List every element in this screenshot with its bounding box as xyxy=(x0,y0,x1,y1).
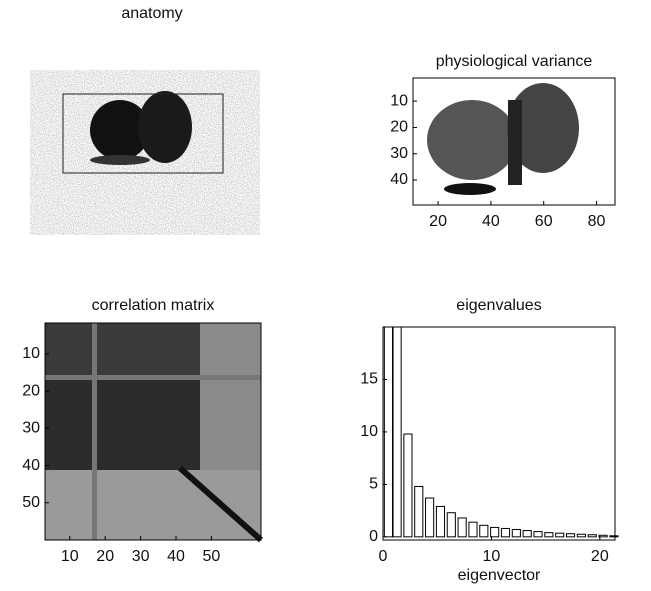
chart-title: anatomy xyxy=(121,5,182,22)
axes-box xyxy=(44,322,262,541)
bar xyxy=(522,530,532,538)
x-tick-label: 20 xyxy=(591,548,609,565)
bar xyxy=(479,524,489,538)
axes-box xyxy=(412,77,616,206)
bar xyxy=(446,512,456,538)
bar xyxy=(403,433,413,538)
y-tick-label: 0 xyxy=(369,528,378,545)
bar xyxy=(392,326,402,538)
x-tick-label: 40 xyxy=(482,213,500,230)
y-tick-label: 10 xyxy=(390,92,408,109)
bar xyxy=(609,535,619,538)
y-tick-label: 10 xyxy=(22,345,40,362)
y-tick-label: 20 xyxy=(390,119,408,136)
bar xyxy=(555,532,565,538)
y-tick-label: 30 xyxy=(22,420,40,437)
bar xyxy=(511,529,521,538)
y-tick-label: 30 xyxy=(390,145,408,162)
bar xyxy=(598,534,608,538)
variance-image xyxy=(427,83,579,195)
bar xyxy=(533,531,543,538)
chart-title: eigenvalues xyxy=(456,297,541,314)
x-tick-label: 80 xyxy=(588,213,606,230)
bar xyxy=(576,533,586,538)
bar xyxy=(414,485,424,538)
y-tick-label: 40 xyxy=(390,171,408,188)
x-axis-label: eigenvector xyxy=(458,567,541,584)
bar xyxy=(587,534,597,538)
bar xyxy=(490,526,500,538)
chart-title: correlation matrix xyxy=(92,297,215,314)
y-tick-label: 20 xyxy=(22,382,40,399)
x-tick-label: 20 xyxy=(429,213,447,230)
bar xyxy=(457,517,467,538)
x-tick-label: 0 xyxy=(379,548,388,565)
y-tick-label: 40 xyxy=(22,457,40,474)
bar xyxy=(500,527,511,538)
bar xyxy=(468,521,478,538)
x-tick-label: 60 xyxy=(535,213,553,230)
axes-box xyxy=(382,326,616,541)
y-tick-label: 5 xyxy=(369,476,378,493)
x-tick-label: 10 xyxy=(483,548,501,565)
y-tick-label: 50 xyxy=(22,494,40,511)
bar xyxy=(565,533,576,538)
correlation-image xyxy=(45,323,263,543)
x-tick-label: 40 xyxy=(167,548,185,565)
bar xyxy=(544,532,554,538)
bar xyxy=(425,497,435,538)
x-tick-label: 50 xyxy=(203,548,221,565)
bar xyxy=(435,505,446,538)
y-tick-label: 10 xyxy=(360,423,378,440)
x-tick-label: 20 xyxy=(96,548,114,565)
x-tick-label: 30 xyxy=(132,548,150,565)
anatomy-image xyxy=(30,70,260,235)
chart-title: physiological variance xyxy=(436,53,593,70)
x-tick-label: 10 xyxy=(61,548,79,565)
y-tick-label: 15 xyxy=(360,371,378,388)
